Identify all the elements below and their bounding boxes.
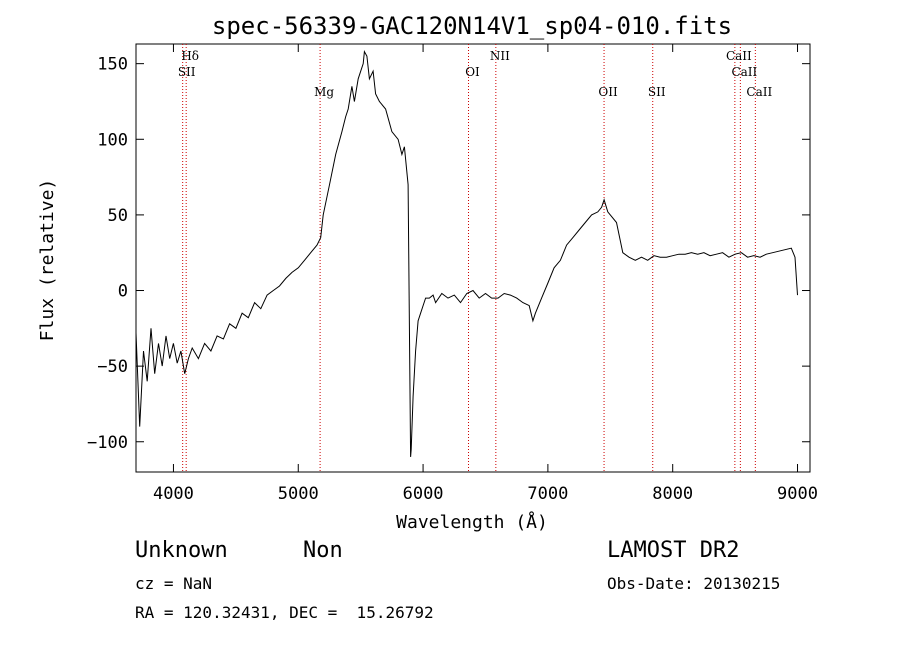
line-marker-label: CaII (746, 85, 772, 99)
x-tick-label: 5000 (278, 484, 319, 504)
series-layer (135, 49, 798, 457)
line-marker-label: CaII (726, 49, 752, 63)
object-subclass: Non (303, 538, 343, 563)
y-tick-label: −100 (87, 433, 128, 453)
spectrum-series-line (135, 49, 798, 457)
line-marker-label: Mg (314, 85, 334, 99)
y-tick-label: 0 (118, 282, 128, 302)
coordinates: RA = 120.32431, DEC = 15.26792 (135, 603, 434, 622)
object-class: Unknown (135, 538, 228, 563)
line-marker-label: SII (178, 65, 196, 79)
line-marker-label: SII (648, 85, 666, 99)
survey-name: LAMOST DR2 (607, 538, 740, 563)
plot-frame (135, 43, 811, 473)
line-marker-labels: Hδ SII Mg OI NII OII SII CaII CaII CaII (178, 49, 773, 99)
y-tick-label: 150 (97, 55, 128, 75)
line-marker-label: CaII (731, 65, 757, 79)
x-axis-ticks: 4000 5000 6000 7000 8000 9000 (153, 44, 818, 504)
x-tick-label: 8000 (652, 484, 693, 504)
y-axis-ticks: −100 −50 0 50 100 150 (87, 55, 810, 453)
y-tick-label: −50 (97, 357, 128, 377)
x-tick-label: 4000 (153, 484, 194, 504)
redshift-cz: cz = NaN (135, 574, 213, 593)
x-tick-label: 6000 (403, 484, 444, 504)
line-marker-label: OII (598, 85, 618, 99)
y-tick-label: 50 (108, 206, 128, 226)
line-marker-label: OI (465, 65, 480, 79)
obs-date: Obs-Date: 20130215 (607, 574, 781, 593)
y-axis-label: Flux (relative) (37, 179, 58, 342)
chart-title: spec-56339-GAC120N14V1_sp04-010.fits (212, 12, 732, 40)
y-tick-label: 100 (97, 130, 128, 150)
x-axis-label: Wavelength (Å) (396, 511, 548, 533)
line-markers (182, 44, 756, 472)
line-marker-label: NII (490, 49, 510, 63)
x-tick-label: 7000 (527, 484, 568, 504)
line-marker-label: Hδ (181, 49, 199, 63)
x-tick-label: 9000 (777, 484, 818, 504)
